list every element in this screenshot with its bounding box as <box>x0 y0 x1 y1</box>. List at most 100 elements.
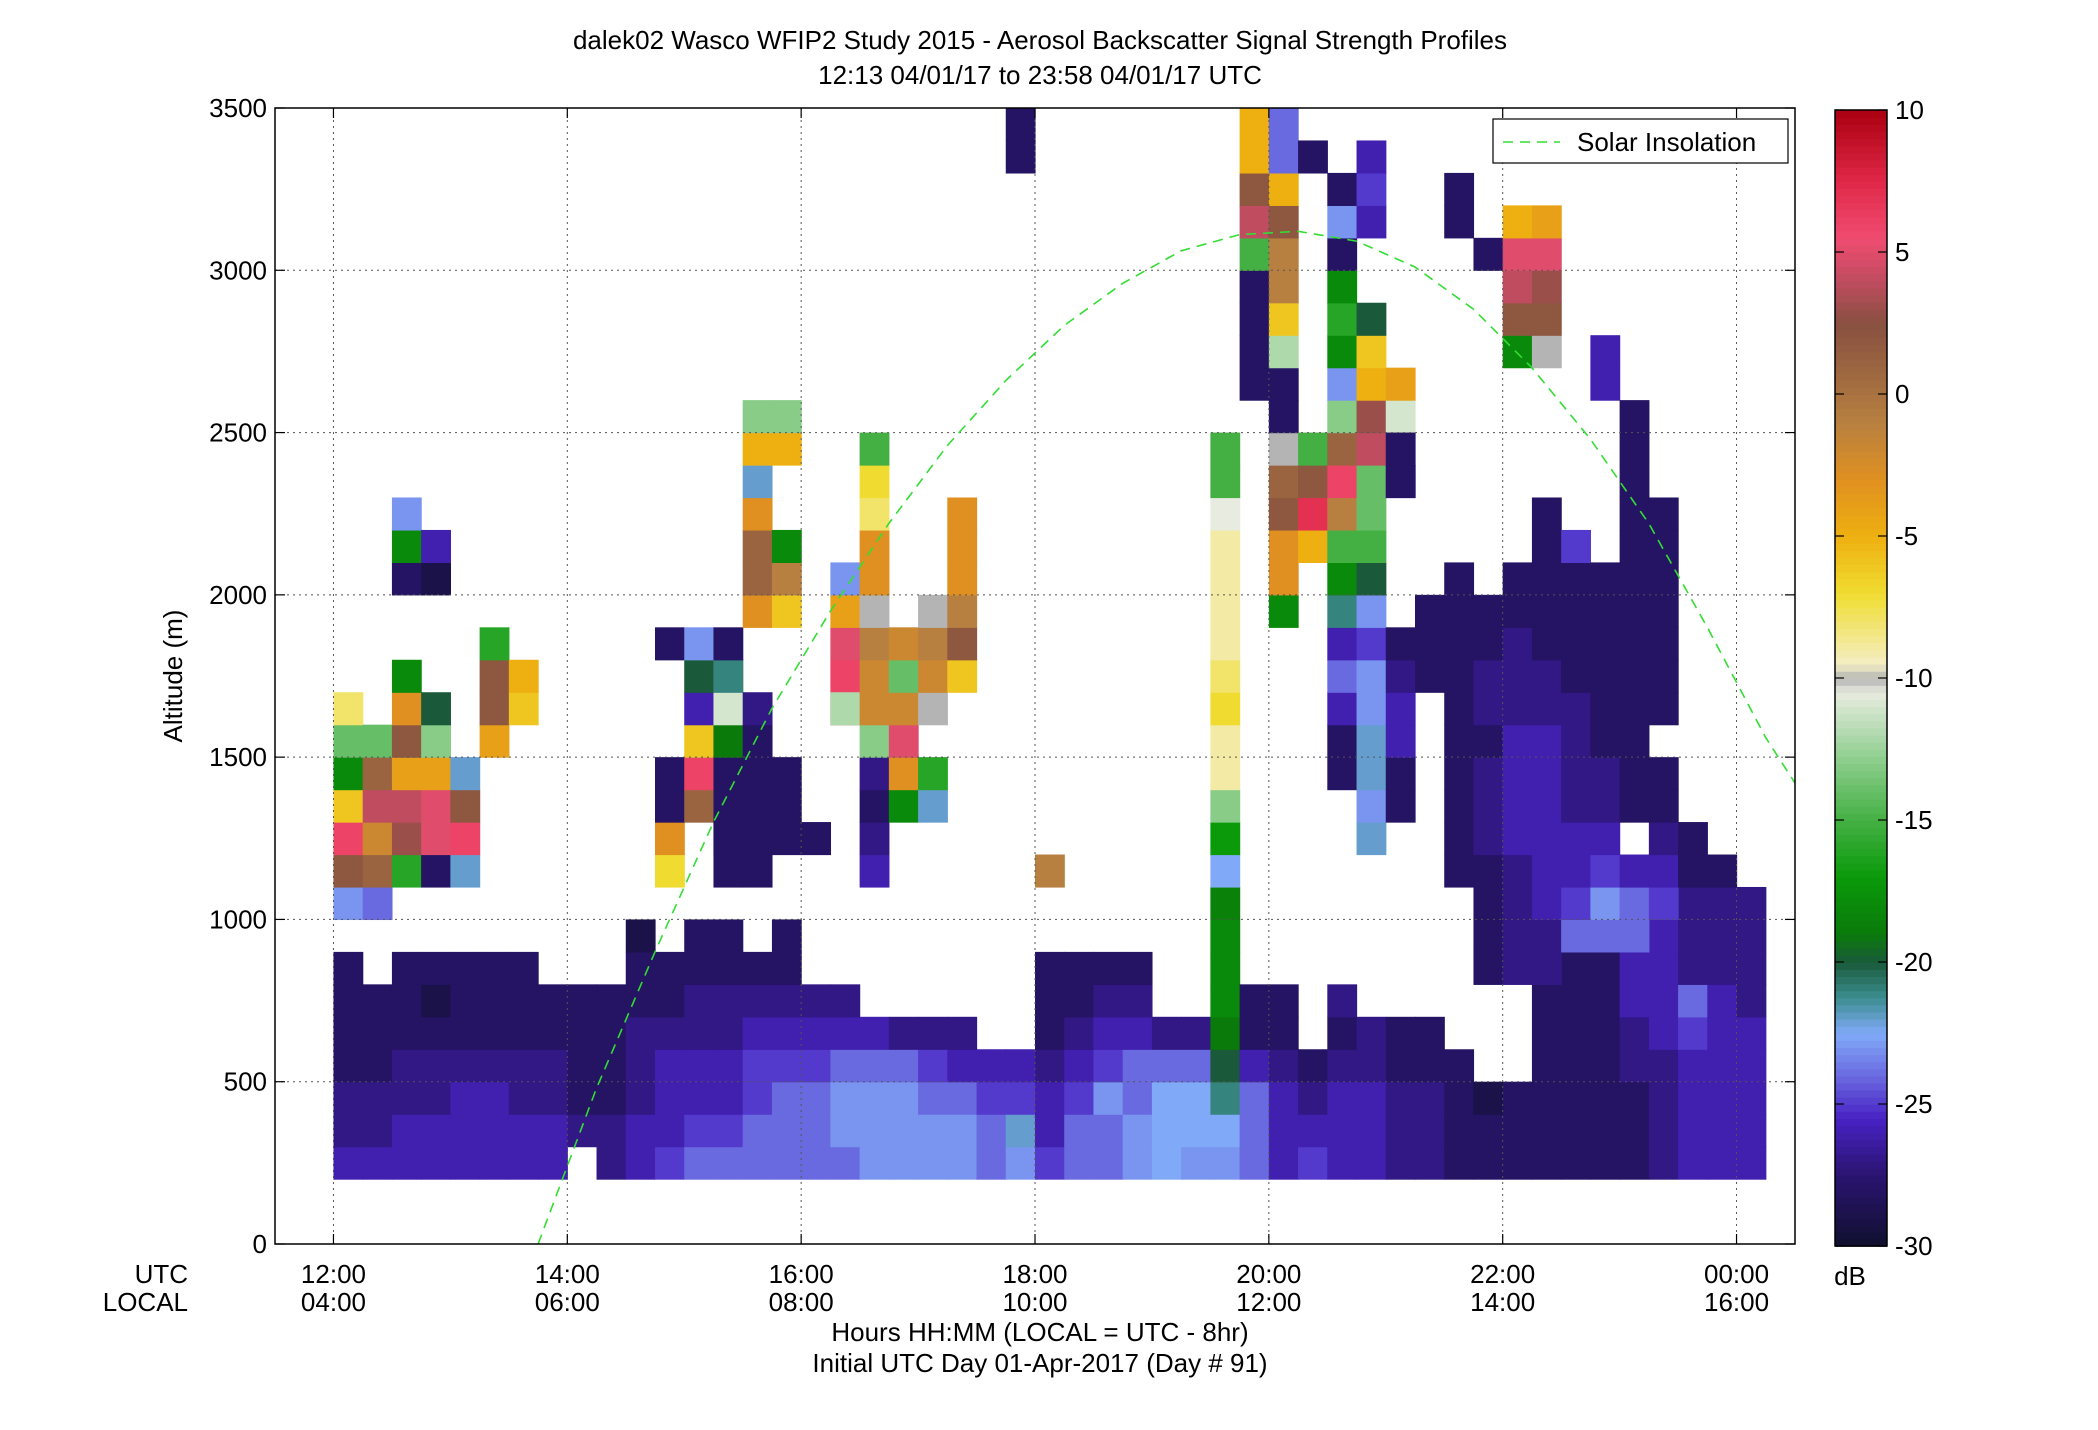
heatmap-cell <box>1415 1017 1445 1050</box>
heatmap-cell <box>1678 984 1708 1017</box>
colorbar-segment <box>1835 983 1887 991</box>
heatmap-cell <box>743 725 773 758</box>
heatmap-cell <box>626 1049 656 1082</box>
heatmap-cell <box>1240 108 1270 141</box>
heatmap-cell <box>1649 595 1679 628</box>
colorbar-segment <box>1835 451 1887 459</box>
heatmap-cell <box>1093 1017 1123 1050</box>
heatmap-cell <box>1532 270 1562 303</box>
heatmap-cell <box>450 1147 480 1180</box>
heatmap-cell <box>830 1114 860 1147</box>
heatmap-cell <box>1210 692 1240 725</box>
heatmap-cell <box>1415 1049 1445 1082</box>
heatmap-cell <box>1210 757 1240 790</box>
heatmap-cell <box>1181 1017 1211 1050</box>
colorbar-segment <box>1835 124 1887 132</box>
heatmap-cell <box>655 1114 685 1147</box>
colorbar-segment <box>1835 1189 1887 1197</box>
heatmap-cell <box>1357 562 1387 595</box>
heatmap-cell <box>772 433 802 466</box>
heatmap-cell <box>918 595 948 628</box>
heatmap-cell <box>1678 1147 1708 1180</box>
heatmap-cell <box>1269 368 1299 401</box>
heatmap-cell <box>772 1114 802 1147</box>
heatmap-cell <box>860 433 890 466</box>
heatmap-cell <box>1473 660 1503 693</box>
heatmap-cell <box>1503 757 1533 790</box>
heatmap-cell <box>1327 725 1357 758</box>
heatmap-cell <box>1620 660 1650 693</box>
heatmap-cell <box>626 1147 656 1180</box>
heatmap-cell <box>743 822 773 855</box>
heatmap-cell <box>1123 1049 1153 1082</box>
heatmap-cell <box>889 660 919 693</box>
colorbar-tick-label: 5 <box>1895 237 1909 267</box>
x-tick-label-utc: 18:00 <box>1002 1259 1067 1289</box>
colorbar-segment <box>1835 628 1887 636</box>
heatmap-cell <box>889 725 919 758</box>
heatmap-cell <box>918 1147 948 1180</box>
heatmap-cell <box>1678 1082 1708 1115</box>
heatmap-cell <box>1561 822 1591 855</box>
colorbar-segment <box>1835 1047 1887 1055</box>
heatmap-cell <box>509 1049 539 1082</box>
heatmap-cell <box>1210 855 1240 888</box>
heatmap-cell <box>1327 692 1357 725</box>
heatmap-cell <box>392 790 422 823</box>
heatmap-cell <box>947 1049 977 1082</box>
heatmap-cell <box>1093 1049 1123 1082</box>
heatmap-cell <box>1473 1147 1503 1180</box>
heatmap-cell <box>1561 790 1591 823</box>
heatmap-cell <box>421 692 451 725</box>
heatmap-cell <box>1269 1049 1299 1082</box>
heatmap-cell <box>1298 1114 1328 1147</box>
colorbar-tick-label: -5 <box>1895 521 1918 551</box>
heatmap-cell <box>1678 822 1708 855</box>
heatmap-cell <box>713 692 743 725</box>
heatmap-cell <box>947 1017 977 1050</box>
heatmap-cell <box>1240 303 1270 336</box>
heatmap-cell <box>1532 790 1562 823</box>
heatmap-cell <box>480 660 510 693</box>
colorbar-segment <box>1835 1225 1887 1233</box>
heatmap-cell <box>772 530 802 563</box>
heatmap-cell <box>626 919 656 952</box>
heatmap-cell <box>684 627 714 660</box>
heatmap-cell <box>1210 660 1240 693</box>
colorbar-segment <box>1835 458 1887 466</box>
heatmap-cell <box>509 1147 539 1180</box>
heatmap-cell <box>1240 1114 1270 1147</box>
heatmap-cell <box>1503 238 1533 271</box>
colorbar-segment <box>1835 515 1887 523</box>
heatmap-cell <box>1152 1114 1182 1147</box>
heatmap-cell <box>1503 952 1533 985</box>
heatmap-cell <box>1386 660 1416 693</box>
heatmap-cell <box>772 562 802 595</box>
heatmap-cell <box>1590 627 1620 660</box>
heatmap-cell <box>392 725 422 758</box>
heatmap-cell <box>772 984 802 1017</box>
colorbar-segment <box>1835 856 1887 864</box>
heatmap-cell <box>947 1147 977 1180</box>
x-tick-label-local: 04:00 <box>301 1287 366 1317</box>
heatmap-cell <box>421 757 451 790</box>
heatmap-cell <box>1503 660 1533 693</box>
heatmap-cell <box>1503 595 1533 628</box>
colorbar-segment <box>1835 224 1887 232</box>
heatmap-cell <box>684 1082 714 1115</box>
heatmap-cell <box>1357 627 1387 660</box>
heatmap-cell <box>772 1017 802 1050</box>
heatmap-cell <box>655 790 685 823</box>
colorbar-segment <box>1835 337 1887 345</box>
heatmap-cell <box>860 855 890 888</box>
heatmap-cell <box>363 984 393 1017</box>
heatmap-cell <box>1269 205 1299 238</box>
heatmap-cell <box>1678 1049 1708 1082</box>
heatmap-cell <box>947 562 977 595</box>
heatmap-cell <box>1620 855 1650 888</box>
x-tick-label-local: 16:00 <box>1704 1287 1769 1317</box>
colorbar-segment <box>1835 678 1887 686</box>
heatmap-cell <box>1357 790 1387 823</box>
heatmap-cell <box>655 855 685 888</box>
heatmap-cell <box>1707 952 1737 985</box>
